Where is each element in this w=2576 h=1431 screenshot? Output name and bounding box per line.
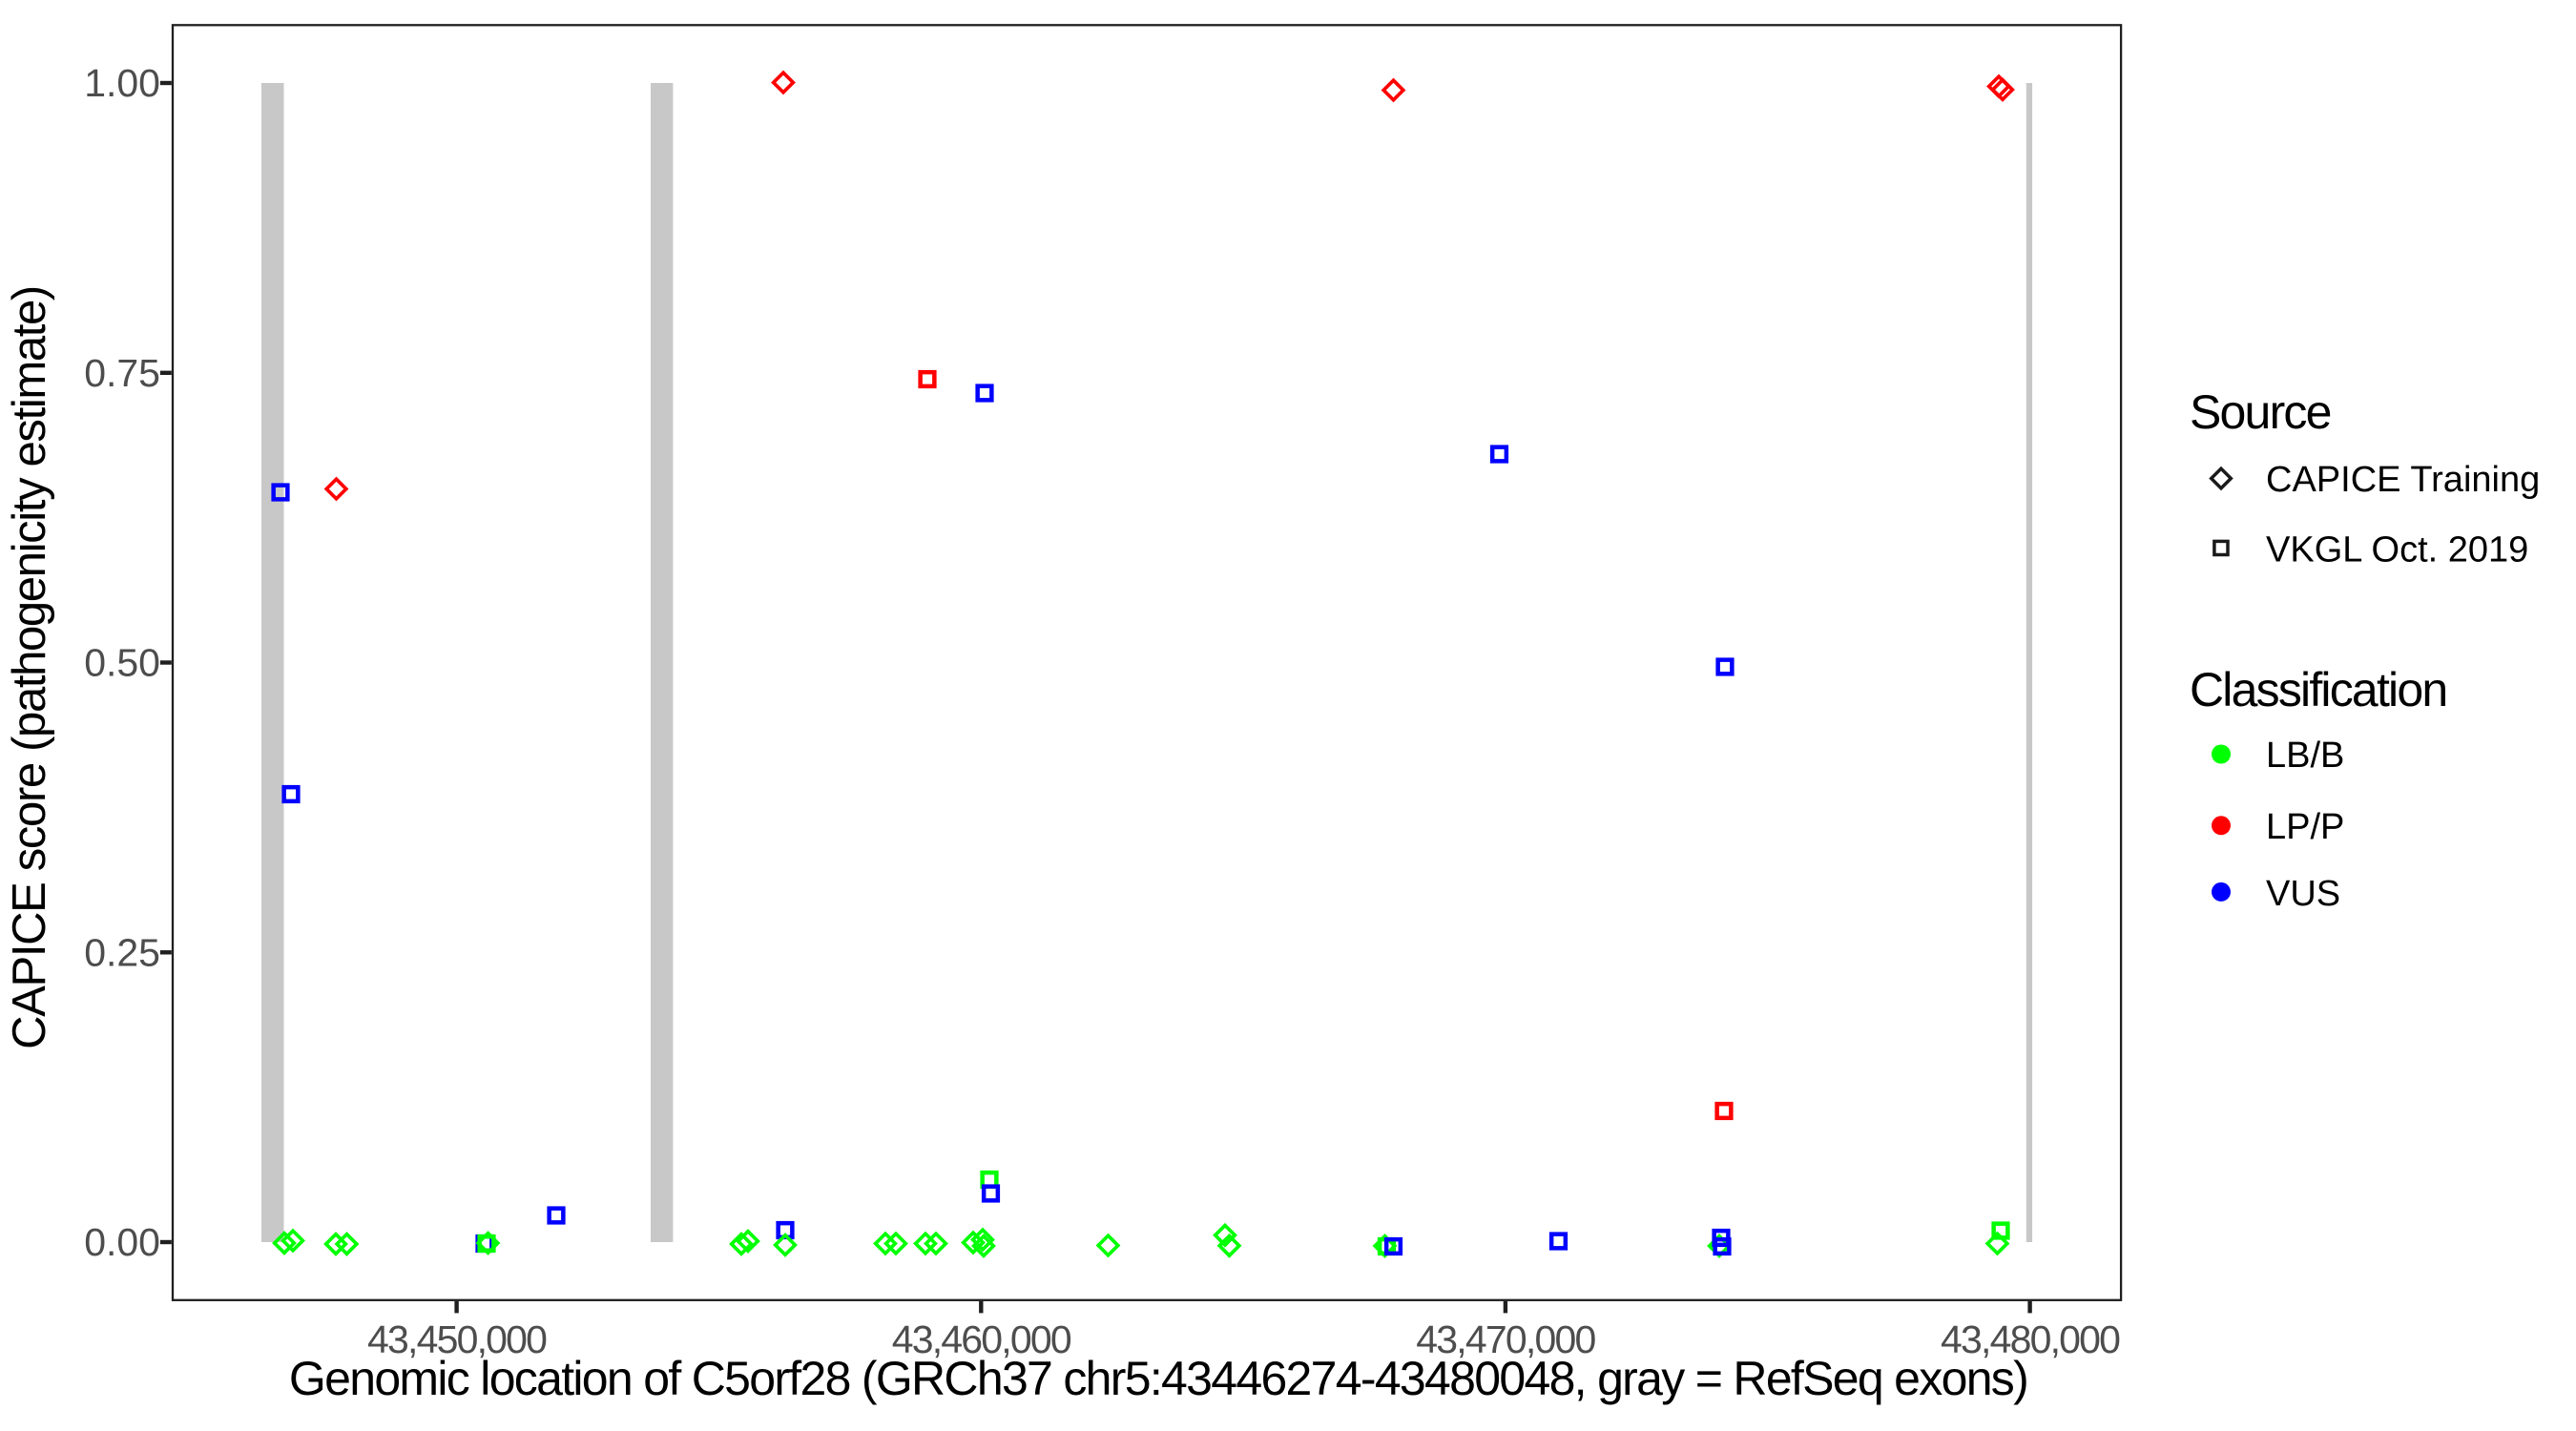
svg-text:Classification: Classification: [2190, 663, 2446, 716]
svg-text:VUS: VUS: [2266, 874, 2340, 914]
svg-text:CAPICE score (pathogenicity es: CAPICE score (pathogenicity estimate): [4, 286, 55, 1049]
svg-text:0.25: 0.25: [84, 931, 160, 975]
svg-text:0.75: 0.75: [84, 351, 160, 395]
svg-text:CAPICE Training: CAPICE Training: [2266, 460, 2540, 500]
svg-text:43,460,000: 43,460,000: [892, 1317, 1071, 1361]
svg-text:43,450,000: 43,450,000: [367, 1317, 547, 1361]
svg-text:0.00: 0.00: [84, 1220, 160, 1264]
svg-text:LP/P: LP/P: [2266, 807, 2344, 847]
svg-text:VKGL Oct. 2019: VKGL Oct. 2019: [2266, 530, 2528, 570]
svg-text:Source: Source: [2190, 385, 2331, 439]
svg-text:0.50: 0.50: [84, 641, 160, 685]
svg-text:Genomic location of C5orf28 (G: Genomic location of C5orf28 (GRCh37 chr5…: [289, 1352, 2027, 1405]
svg-text:1.00: 1.00: [84, 61, 160, 105]
svg-text:43,470,000: 43,470,000: [1416, 1317, 1595, 1361]
svg-text:LB/B: LB/B: [2266, 736, 2344, 776]
svg-text:43,480,000: 43,480,000: [1941, 1317, 2120, 1361]
